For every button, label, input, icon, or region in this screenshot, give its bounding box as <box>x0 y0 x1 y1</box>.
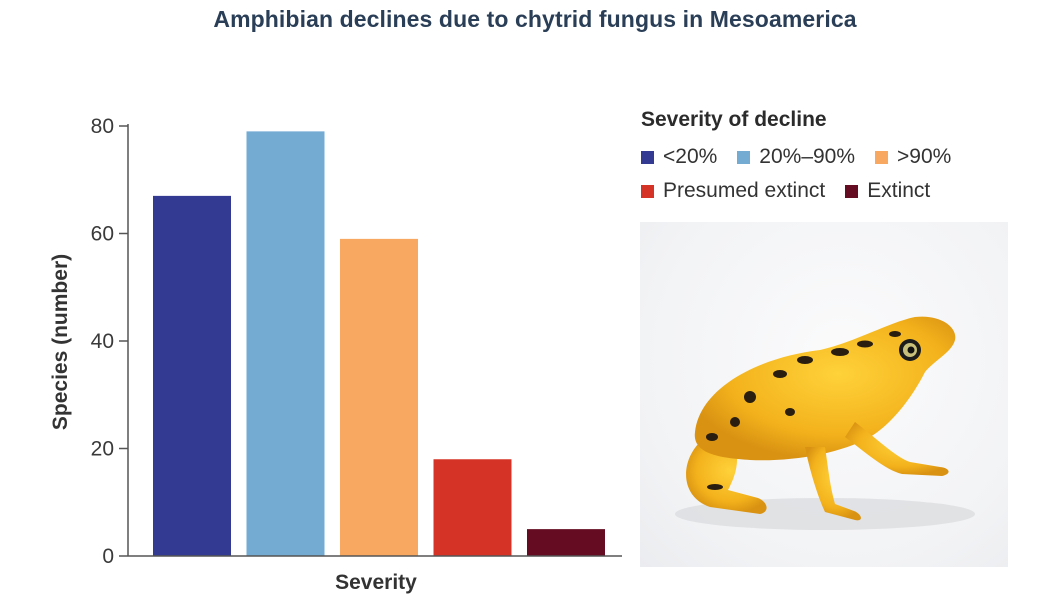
golden-frog-photo-icon <box>640 222 1008 567</box>
legend-item-lt20: <20% <box>641 145 717 169</box>
legend-label-20-90: 20%–90% <box>759 145 856 168</box>
x-axis-label: Severity <box>335 571 417 594</box>
bar-presumed-extinct <box>433 459 512 556</box>
y-tick-label-80: 80 <box>91 115 114 138</box>
legend-label-lt20: <20% <box>663 145 718 168</box>
legend-swatch-20-90 <box>737 150 751 164</box>
legend-row-2: Presumed extinct Extinct <box>641 174 1041 208</box>
bar-lt20 <box>153 195 231 556</box>
y-tick-label-20: 20 <box>91 438 114 461</box>
y-tick-label-0: 0 <box>102 545 114 568</box>
legend-item-presumed-extinct: Presumed extinct <box>641 179 825 203</box>
legend-label-presumed-extinct: Presumed extinct <box>663 179 826 202</box>
legend-swatch-presumed-extinct <box>641 184 654 198</box>
y-tick-label-60: 60 <box>91 223 114 246</box>
axes-group: 0 20 40 60 80 <box>91 115 622 568</box>
bars-group <box>153 131 605 556</box>
legend-swatch-extinct <box>845 184 859 198</box>
legend-swatch-gt90 <box>875 150 889 164</box>
chart-title: Amphibian declines due to chytrid fungus… <box>213 6 857 32</box>
frog-illustration <box>675 316 975 530</box>
bar-extinct <box>527 529 605 556</box>
bar-20-90 <box>246 131 325 556</box>
legend: Severity of decline <20% 20%–90% >90% Pr… <box>641 108 1041 208</box>
legend-title: Severity of decline <box>641 108 827 131</box>
legend-swatch-lt20 <box>641 150 654 164</box>
legend-label-gt90: >90% <box>897 145 952 168</box>
bar-gt90 <box>340 238 418 556</box>
legend-item-20-90: 20%–90% <box>737 145 855 169</box>
legend-row-1: <20% 20%–90% >90% <box>641 140 1041 174</box>
legend-item-gt90: >90% <box>875 145 951 169</box>
legend-item-extinct: Extinct <box>845 179 930 203</box>
y-tick-label-40: 40 <box>91 330 114 353</box>
legend-label-extinct: Extinct <box>867 179 931 202</box>
y-axis-label: Species (number) <box>49 254 72 430</box>
